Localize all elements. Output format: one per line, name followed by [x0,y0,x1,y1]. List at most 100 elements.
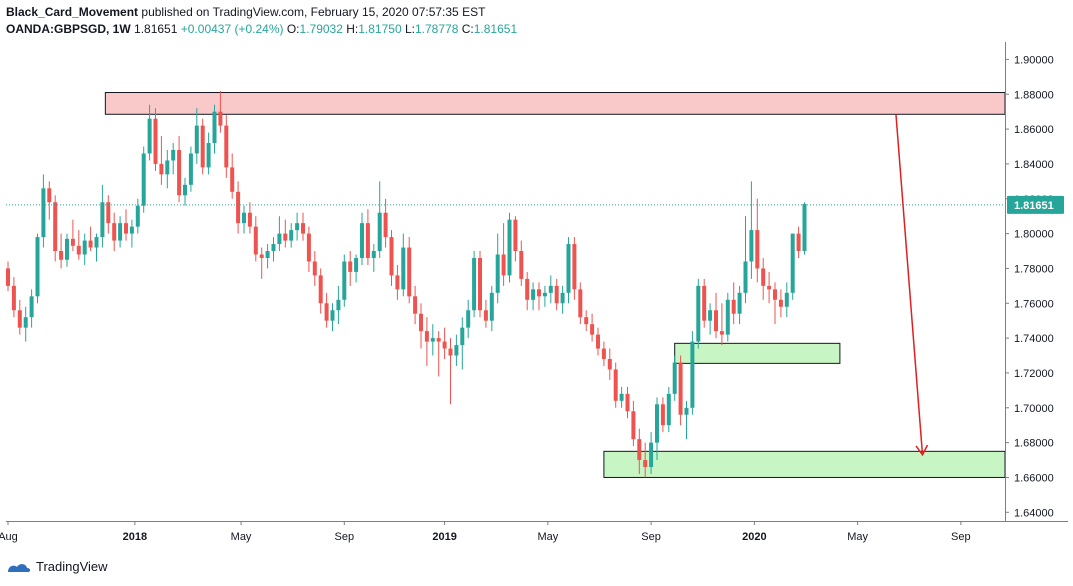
low-value: 1.78778 [415,22,459,36]
candle-body [106,202,111,224]
candle-body [159,163,164,175]
candle-body [666,393,671,426]
candle-body [790,233,795,293]
candle-body [283,233,288,241]
last-price-label: 1.81651 [1014,200,1054,212]
time-tick-label: Sep [641,531,661,543]
price-tick-label: 1.68000 [1014,438,1054,450]
candle-body [165,160,170,175]
candle-body [147,118,152,154]
plot-area[interactable] [6,42,1005,521]
candle-body [17,310,22,328]
candle-body [324,303,329,321]
candle-body [11,285,16,311]
candle-body [513,219,518,252]
candle-body [224,125,229,168]
close-value: 1.81651 [473,22,518,36]
price-tick-label: 1.80000 [1014,229,1054,241]
candle-body [778,299,783,307]
candle-body [348,261,353,272]
candle-body [466,310,471,328]
candle-body [519,251,524,279]
candle-body [566,244,571,293]
candle-body [277,233,282,245]
candle-body [395,275,400,290]
candle-body [118,223,123,241]
candle-body [183,184,187,196]
price-tick-label: 1.90000 [1014,54,1054,66]
candle-body [230,167,235,192]
candle-body [354,257,359,272]
close-label: C: [461,22,474,36]
price-tick-label: 1.76000 [1014,298,1054,310]
open-label: O: [286,22,300,36]
publish-line: Black_Card_Movement published on Trading… [6,4,517,21]
candle-body [548,285,553,293]
candle-body [124,223,128,234]
candle-body [584,317,589,325]
high-label: H: [346,22,359,36]
ohlc-line: OANDA:GBPSGD, 1W 1.81651 +0.00437 (+0.24… [6,21,517,38]
support-zone-2[interactable] [603,450,1006,478]
candle-body [578,289,583,318]
price-tick-label: 1.84000 [1014,159,1054,171]
candle-body [737,292,742,314]
down-arrow-line[interactable] [895,114,924,455]
candle-body [188,153,193,185]
candle-body [755,230,760,269]
candle-body [301,223,305,234]
candle-body [613,369,618,401]
support-zone-1[interactable] [674,342,841,364]
time-tick-label: Sep [335,531,355,543]
tradingview-footer[interactable]: TradingView [6,559,108,574]
candle-body [360,223,364,258]
candle-body [767,285,772,290]
candle-body [731,299,736,314]
candle-body [330,310,335,321]
candle-body [194,125,199,154]
candle-body [472,257,477,311]
price-tick-label: 1.86000 [1014,124,1054,136]
candle-body [413,296,418,314]
candle-body [383,212,388,238]
candle-body [448,348,453,356]
price-axis: 1.900001.880001.860001.840001.820001.800… [1005,54,1064,519]
candle-body [525,278,530,300]
candle-body [200,125,205,168]
candle-body [35,237,40,297]
time-axis: Aug 2018 May Sep 2019 May Sep 2020 May Sep [0,521,971,543]
candle-body [141,153,146,206]
candle-body [94,237,99,248]
candle-body [649,442,654,468]
author-name[interactable]: Black_Card_Movement [6,5,139,19]
candle-body [531,289,536,300]
candle-body [41,188,46,238]
symbol-label[interactable]: OANDA:GBPSGD, 1W [6,22,131,36]
candle-body [336,299,341,311]
candle-body [696,285,701,342]
candle-body [719,331,724,335]
candle-body [212,111,217,144]
candle-body [76,245,81,255]
candle-body [259,254,264,258]
candle-body [796,233,801,252]
resistance-zone-0[interactable] [104,92,1006,115]
candle-body [625,393,630,412]
candle-body [619,393,624,401]
time-tick-label: May [847,531,868,543]
candle-body [537,289,541,297]
candle-body [631,411,636,440]
time-tick-label: May [537,531,558,543]
last-price-badge [1007,195,1064,214]
price-tick-label: 1.66000 [1014,472,1054,484]
candle-body [560,292,565,304]
candle-body [489,292,494,321]
candle-body [365,223,370,258]
candle-body [218,111,223,126]
price-tick-label: 1.78000 [1014,263,1054,275]
candle-body [377,212,382,252]
candle-body [454,345,459,356]
candle-body [590,324,595,335]
time-tick-label: May [231,531,252,543]
